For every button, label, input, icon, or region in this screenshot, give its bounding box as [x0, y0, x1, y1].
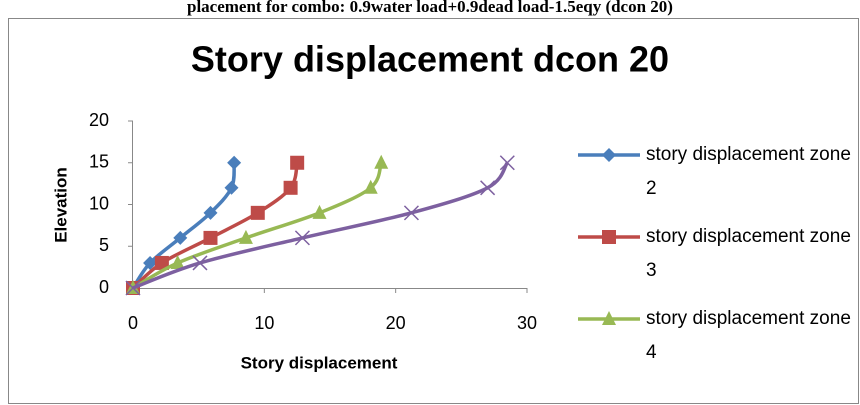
marker — [192, 255, 208, 271]
marker — [480, 180, 496, 196]
marker — [602, 148, 616, 162]
x-axis-label: Story displacement — [241, 353, 398, 372]
x-tick-label: 0 — [128, 313, 138, 333]
legend-item: story displacement zone 2 — [646, 144, 851, 199]
legend-label: story displacement zone 3 — [646, 226, 851, 281]
marker — [224, 180, 239, 195]
caption: placement for combo: 0.9water load+0.9de… — [187, 0, 673, 16]
marker — [125, 280, 141, 296]
marker — [203, 230, 218, 245]
series-line — [132, 162, 383, 290]
marker — [143, 255, 158, 270]
marker — [312, 204, 327, 219]
marker — [499, 155, 515, 171]
marker — [173, 230, 188, 245]
legend-label: story displacement zone 2 — [646, 144, 851, 199]
marker — [283, 180, 298, 195]
chart-border — [8, 18, 859, 404]
chart-title: Story displacement dcon 20 — [191, 39, 669, 80]
x-tick-label: 30 — [517, 313, 537, 333]
x-tick-label: 10 — [254, 313, 274, 333]
legend-item: story displacement zone 4 — [646, 308, 851, 363]
marker — [154, 255, 169, 270]
marker — [227, 155, 242, 170]
marker — [238, 229, 253, 244]
y-tick-label: 5 — [99, 235, 109, 255]
marker — [294, 230, 310, 246]
y-axis-label: Elevation — [51, 167, 70, 243]
marker — [374, 154, 389, 169]
marker — [602, 311, 616, 325]
marker — [403, 205, 419, 221]
marker — [203, 205, 218, 220]
marker — [363, 179, 378, 194]
y-tick-label: 0 — [99, 277, 109, 297]
y-tick-label: 15 — [89, 152, 109, 172]
legend-item: story displacement zone 3 — [646, 226, 851, 281]
marker — [290, 155, 305, 170]
series-line — [132, 161, 509, 290]
y-tick-label: 20 — [89, 110, 109, 130]
marker — [250, 205, 265, 220]
y-tick-label: 10 — [89, 193, 109, 213]
legend-label: story displacement zone 4 — [646, 308, 851, 363]
x-tick-label: 20 — [386, 313, 406, 333]
marker — [602, 230, 616, 244]
marker — [170, 254, 185, 269]
